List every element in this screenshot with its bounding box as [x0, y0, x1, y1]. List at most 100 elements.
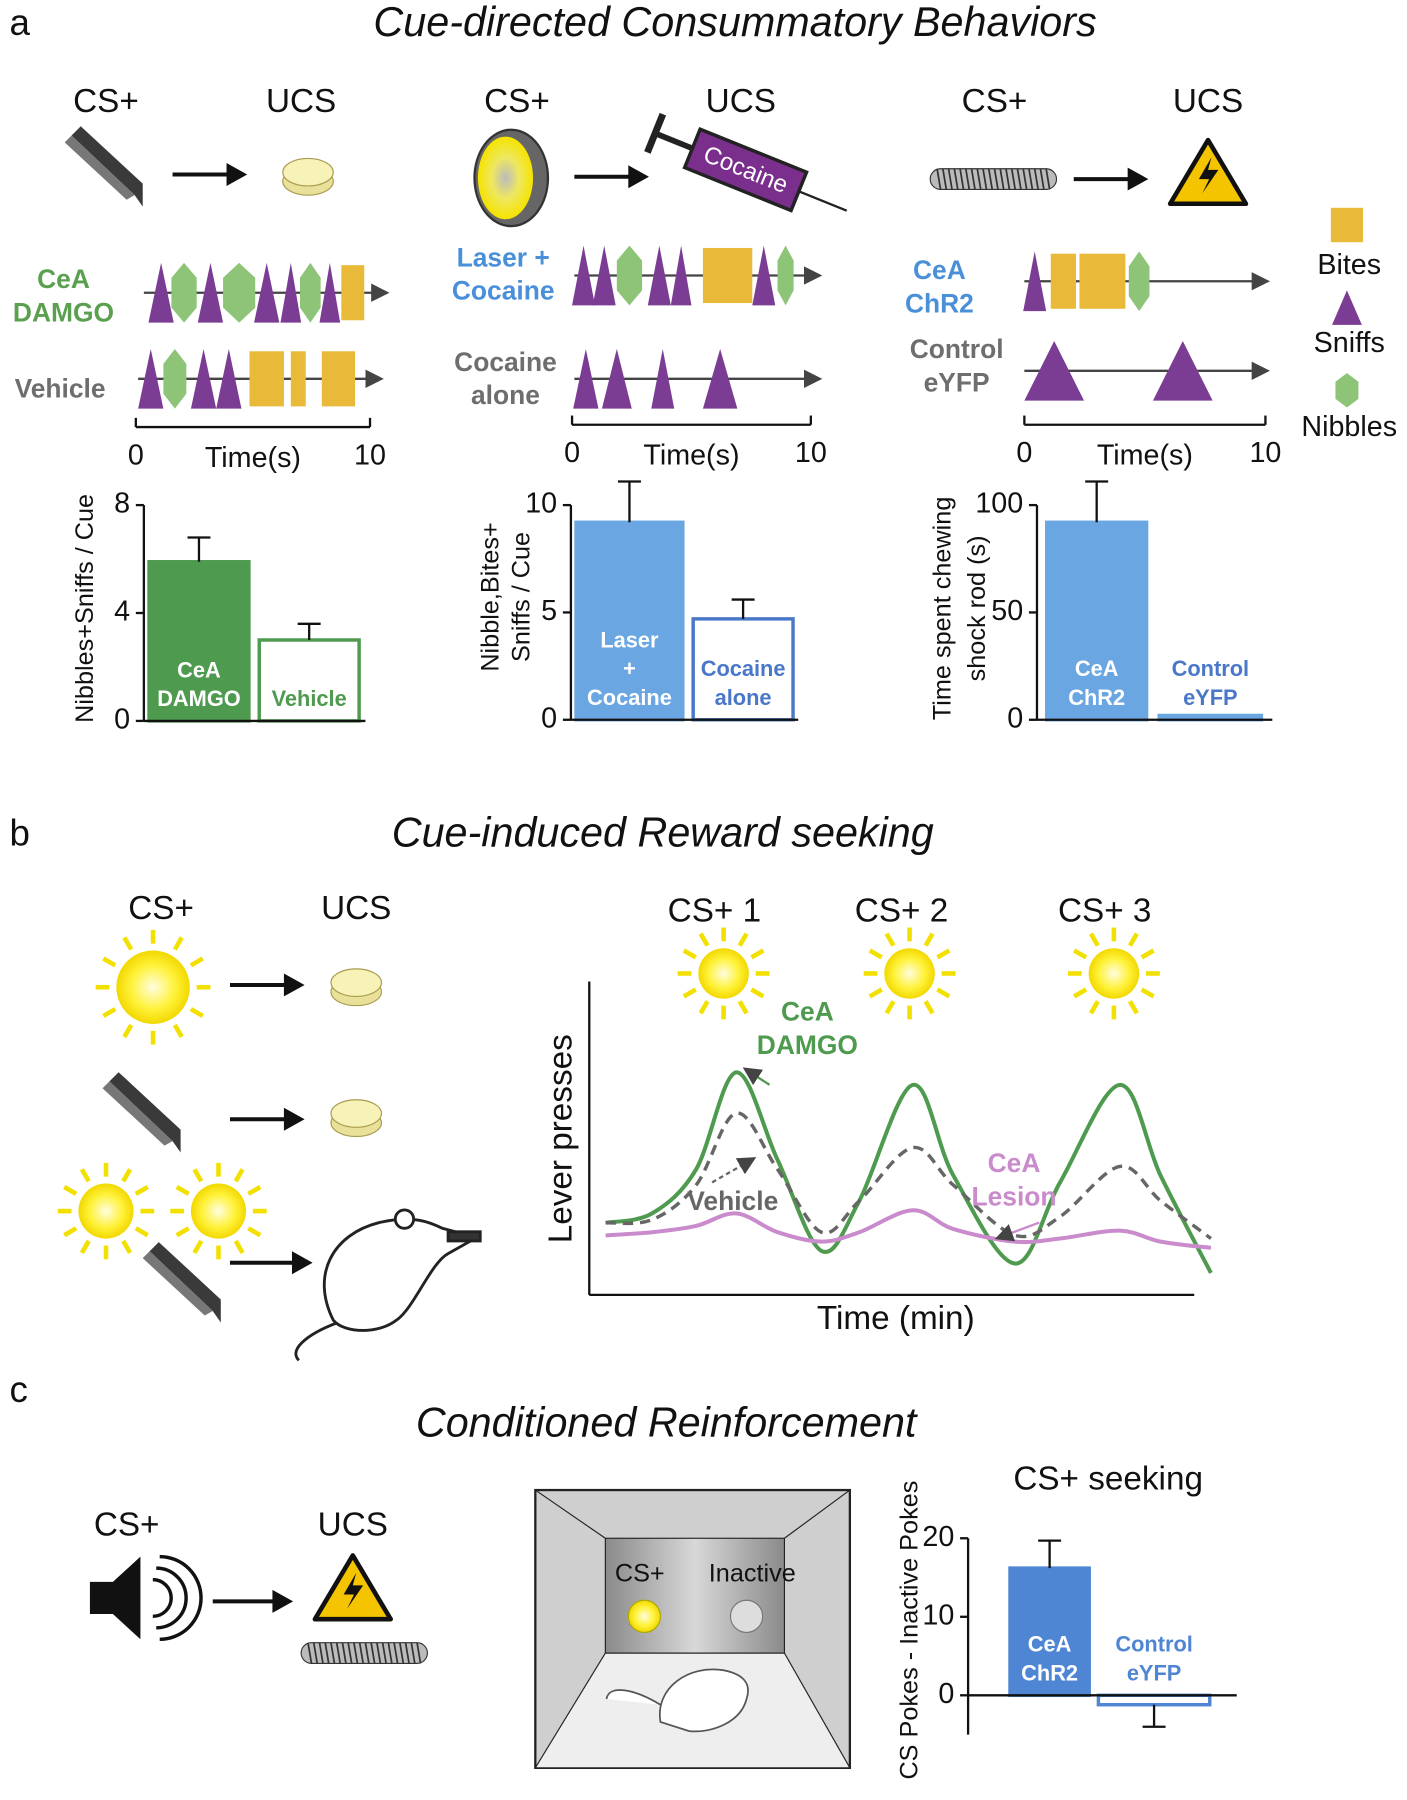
row-label: Cocaine	[452, 276, 555, 306]
sun-ray	[102, 956, 117, 968]
bite	[1079, 253, 1126, 309]
cs-label: CS+	[94, 1507, 160, 1544]
coil	[976, 168, 982, 190]
sun-ray	[1127, 1000, 1139, 1015]
coil	[353, 1642, 359, 1664]
x-tick-label: 0	[128, 439, 144, 471]
series-label: CeA	[988, 1148, 1041, 1178]
x-tick-label: 10	[354, 439, 386, 471]
cs-label: CS+	[484, 83, 550, 120]
coil	[318, 1642, 324, 1664]
bar-label: CeA	[1075, 656, 1119, 681]
chamber-wall	[604, 1537, 786, 1654]
sun-ray	[1072, 987, 1088, 999]
ucs-label: UCS	[706, 83, 776, 120]
x-axis-label: Time(s)	[643, 439, 739, 471]
sun-ray	[682, 987, 697, 999]
bar-label: eYFP	[1183, 685, 1238, 710]
coil	[1022, 168, 1028, 190]
chamber-label: Inactive	[709, 1560, 796, 1588]
panel-label: b	[10, 812, 30, 853]
line-series	[605, 1070, 1213, 1274]
sun-ray	[102, 1007, 117, 1018]
arrow-head	[283, 1107, 305, 1131]
chamber-label: CS+	[615, 1560, 665, 1588]
bite	[341, 265, 365, 321]
cue-label: CS+ 2	[855, 892, 948, 929]
sniff	[1023, 251, 1047, 312]
sniff	[752, 245, 776, 306]
bite	[1330, 207, 1364, 243]
sun-ray	[233, 1239, 245, 1254]
coil	[393, 1642, 399, 1664]
sun-ray	[175, 1226, 190, 1238]
sun-ray	[192, 1168, 204, 1183]
coil	[999, 168, 1005, 190]
annotation-arrow	[994, 1221, 1040, 1242]
arrow-head	[272, 1589, 294, 1613]
sniff	[572, 245, 596, 306]
sniff	[280, 262, 302, 323]
coil	[387, 1642, 393, 1664]
bar	[691, 617, 795, 722]
bar	[574, 520, 685, 722]
sun-ray	[134, 1226, 149, 1238]
pellet-top	[282, 157, 334, 187]
lever-face	[142, 1251, 213, 1316]
coil	[1005, 168, 1011, 190]
nibble	[1335, 373, 1359, 408]
coil	[410, 1642, 416, 1664]
row-label: ChR2	[905, 288, 974, 318]
chamber-edge	[784, 1489, 851, 1539]
syringe-barrel	[682, 126, 809, 213]
pellet-top	[330, 968, 383, 998]
sound-wave	[159, 1554, 203, 1642]
sun-ray	[868, 948, 883, 960]
y-tick-label: 10	[525, 488, 557, 520]
speaker	[89, 1556, 141, 1640]
bar-label: Cocaine	[587, 685, 672, 710]
sun-ray	[884, 932, 896, 947]
lever	[71, 126, 143, 207]
coil	[993, 168, 999, 190]
ucs-label: UCS	[318, 1507, 388, 1544]
bar-label: alone	[715, 685, 772, 710]
sun-ray	[233, 1168, 245, 1183]
y-tick-label: 0	[1007, 702, 1023, 734]
sniff	[601, 348, 632, 409]
coil	[364, 1642, 370, 1664]
coil	[1028, 168, 1034, 190]
arrow-head	[1127, 167, 1149, 191]
coil	[953, 168, 959, 190]
mouse	[605, 1668, 749, 1733]
sun	[1088, 948, 1140, 999]
coil	[358, 1642, 364, 1664]
plunger-end	[644, 112, 667, 154]
sun	[884, 948, 935, 999]
sun-ray	[1072, 948, 1088, 960]
y-axis-label: Time spent chewing	[929, 497, 957, 721]
laser	[477, 136, 534, 220]
sun-ray	[175, 1185, 190, 1196]
sun-ray	[868, 987, 883, 999]
lever-face	[102, 1081, 173, 1146]
cs-light	[627, 1599, 662, 1633]
sun-ray	[698, 932, 710, 947]
panel-title: Cue-induced Reward seeking	[392, 810, 934, 856]
sniff	[216, 348, 242, 409]
nibble	[777, 245, 794, 306]
rat-body	[323, 1217, 481, 1332]
line-series	[605, 1208, 1212, 1250]
coil	[987, 168, 994, 190]
nibble	[299, 262, 321, 323]
sun-ray	[936, 948, 951, 960]
rat-lever	[446, 1230, 482, 1243]
sun-ray	[247, 1226, 262, 1238]
bite	[321, 351, 356, 407]
chamber-edge	[534, 1489, 606, 1539]
legend-label: Bites	[1317, 249, 1381, 281]
nibble	[223, 262, 256, 323]
bite	[702, 247, 753, 304]
y-tick-label: 10	[922, 1599, 954, 1631]
row-label: Cocaine	[454, 347, 557, 377]
